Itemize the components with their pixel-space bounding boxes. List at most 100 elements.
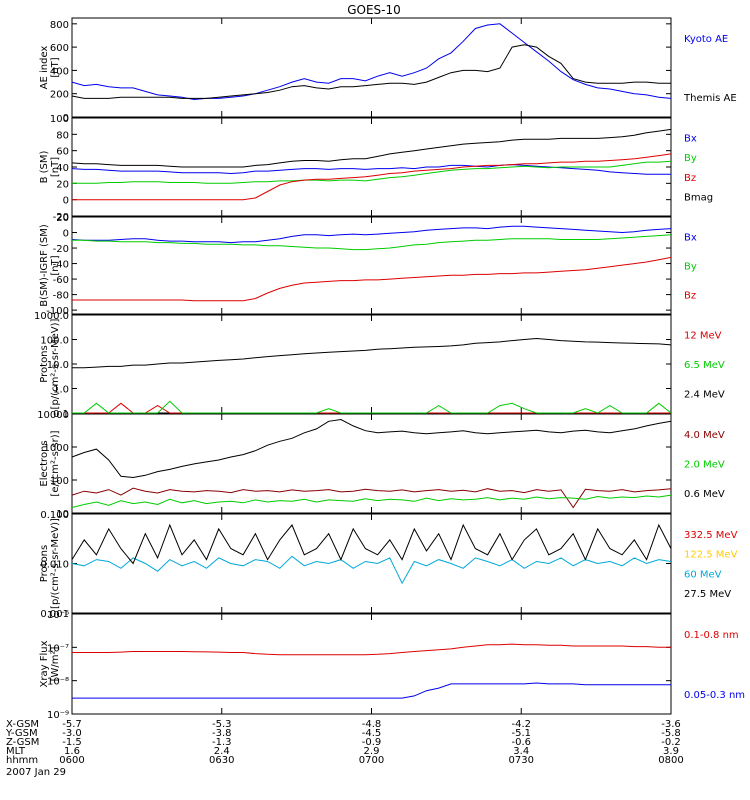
x-axis-row-label: X-GSM (6, 719, 39, 730)
legend-label: 27.5 MeV (684, 589, 731, 600)
legend-label: 0.6 MeV (684, 489, 725, 500)
panel-bfield: -20 0 20 40 60 80 100 B (SM)[nT] Bx By Bz Bmag (39, 114, 713, 223)
panel-hiprotons: 0.001 0.010 0.100Protons[p/(cm²-s-sr-MeV)]… (39, 510, 738, 620)
series-line-bmag (71, 128, 672, 168)
series-line-2-4-mev (72, 337, 672, 369)
x-axis-value: 0800 (658, 755, 683, 766)
y-tick-label: 20 (56, 179, 69, 190)
panel-frame (71, 216, 672, 315)
date-label: 2007 Jan 29 (6, 767, 66, 778)
y-tick-label: 10 (56, 509, 69, 520)
x-axis-value: -5.7 (62, 719, 82, 730)
x-axis-value: -4.5 (362, 728, 382, 739)
y-axis-label: Xray Flux[W/m²] (39, 640, 61, 687)
y-axis-label: AE index[nT] (39, 46, 61, 90)
legend-label: 12 MeV (684, 331, 722, 342)
series-line-0-6-mev (71, 418, 672, 479)
y-tick-label: 60 (56, 147, 69, 158)
x-axis-row-label: hhmm (6, 755, 38, 766)
y-tick-label: -80 (53, 291, 69, 302)
panel-frame (71, 513, 672, 614)
series-line-27-5-mev (71, 523, 672, 565)
y-axis-label: B (SM)[nT] (39, 150, 61, 183)
y-axis-label: Electrons[e/(cm²-s-sr)] (39, 430, 61, 496)
legend-label: 332.5 MeV (684, 530, 738, 541)
y-axis-label: B(SM)-IGRF (SM)[nT] (39, 224, 61, 307)
x-axis-value: 0730 (509, 755, 534, 766)
series-line-bx (71, 225, 672, 244)
y-tick-label: 800 (50, 20, 69, 31)
y-tick-label: -60 (53, 275, 69, 286)
panel-ae: 0 200 400 600 800 AE index[nT] Kyoto AE Themis … (39, 17, 737, 124)
y-tick-label: 0 (63, 229, 69, 240)
panel-frame (71, 613, 672, 715)
y-tick-label: 10⁻⁹ (47, 710, 69, 721)
series-line-60-mev (71, 555, 672, 585)
series-line-kyoto-ae (71, 23, 672, 101)
y-tick-label: 0 (63, 196, 69, 207)
x-axis-value: -3.6 (661, 719, 681, 730)
series-line-bz (72, 256, 672, 302)
x-axis-row-label: MLT (6, 746, 26, 757)
panel-frame (71, 17, 672, 118)
legend-label: 2.0 MeV (684, 460, 725, 471)
panel-frame (71, 413, 672, 514)
legend-label: Bmag (684, 192, 713, 203)
y-tick-label: 10⁻⁸ (47, 677, 69, 688)
legend-label: 0.05-0.3 nm (684, 690, 745, 701)
y-tick-label: 400 (50, 66, 69, 77)
x-axis-value: 3.4 (513, 746, 529, 757)
y-axis-label: Protons[p/(cm²-s-sr-MeV)] (39, 518, 61, 609)
x-axis-value: -3.8 (212, 728, 232, 739)
x-axis-value: 0600 (59, 755, 84, 766)
legend-label: Bx (684, 134, 697, 145)
x-axis-value: 2.4 (214, 746, 230, 757)
panel-electrons: 10 100 1000 10000 Electrons[e/(cm²-s-sr)] 4.0… (37, 410, 725, 520)
legend-label: 2.4 MeV (684, 389, 725, 400)
x-axis-value: -0.9 (362, 737, 382, 748)
y-tick-label: 0.1 (53, 409, 69, 420)
x-axis-value: 1.6 (64, 746, 80, 757)
y-tick-label: 10⁻⁶ (47, 610, 69, 621)
y-tick-label: 1000 (44, 443, 69, 454)
y-tick-label: 80 (56, 130, 69, 141)
y-tick-label: 100.0 (40, 336, 69, 347)
legend-label: By (684, 262, 697, 273)
panel-protons: 0.1 1.0 10.0 100.0 1000.0Protons[p/(cm²-s-sr… (34, 311, 725, 420)
chart-title: GOES-10 (347, 3, 401, 17)
y-tick-label: 0.010 (40, 560, 69, 571)
legend-label: Bz (684, 291, 696, 302)
y-tick-label: 0.100 (40, 510, 69, 521)
y-tick-label: 100 (50, 114, 69, 125)
x-axis-value: -4.2 (511, 719, 531, 730)
y-tick-label: 600 (50, 43, 69, 54)
panel-xray: 10⁻⁹ 10⁻⁸ 10⁻⁷ 10⁻⁶ Xray Flux[W/m²] 0.1-0.8 n… (39, 610, 745, 721)
legend-label: By (684, 153, 697, 164)
legend-label: 4.0 MeV (684, 430, 725, 441)
y-tick-label: 10⁻⁷ (47, 643, 69, 654)
y-tick-label: 40 (56, 163, 69, 174)
legend-label: 60 MeV (684, 569, 722, 580)
x-axis-value: -5.1 (511, 728, 531, 739)
y-tick-label: 1000.0 (34, 311, 69, 322)
series-line-6-5-mev (72, 400, 672, 414)
legend-label: Bz (684, 173, 696, 184)
y-tick-label: 200 (50, 90, 69, 101)
series-line-2-0-mev (71, 494, 672, 508)
legend-label: Bx (684, 232, 697, 243)
series-line-0-05-0-3-nm (72, 682, 671, 699)
legend-label: 122.5 MeV (684, 550, 738, 561)
x-axis-value: -4.8 (362, 719, 382, 730)
x-axis-value: 0630 (209, 755, 234, 766)
x-axis-value: 3.9 (663, 746, 679, 757)
x-axis-value: -1.3 (212, 737, 232, 748)
series-line-by (72, 160, 672, 184)
x-axis-value: -5.8 (661, 728, 681, 739)
series-line-bx (71, 164, 671, 175)
y-tick-label: -20 (53, 244, 69, 255)
legend-label: Kyoto AE (684, 34, 728, 45)
series-line-by (72, 234, 672, 251)
